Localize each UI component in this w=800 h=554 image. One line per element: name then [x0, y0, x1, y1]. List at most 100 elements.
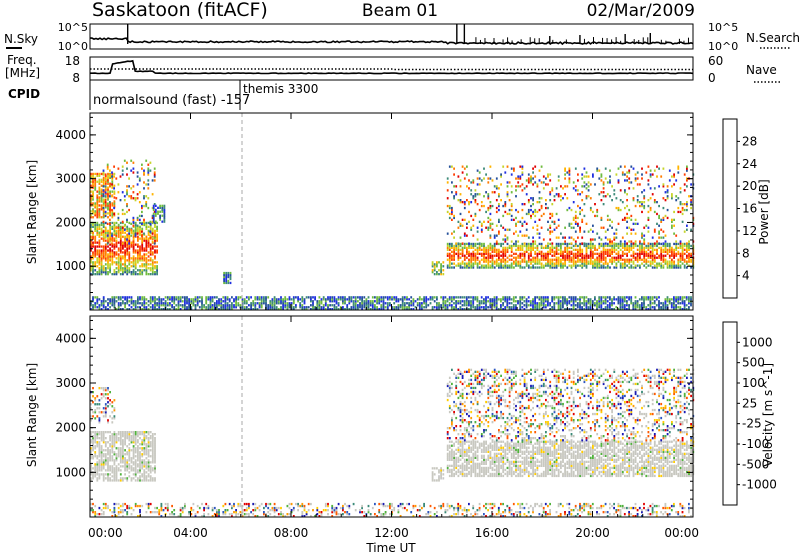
power-cell	[124, 259, 126, 262]
power-cell	[525, 302, 528, 305]
power-cell	[624, 244, 626, 248]
velocity-cell	[132, 447, 135, 450]
power-cell	[666, 197, 669, 200]
velocity-cell	[109, 465, 111, 468]
power-cell	[523, 234, 526, 237]
power-cell	[151, 306, 154, 309]
power-cell	[98, 182, 101, 185]
power-cell	[367, 308, 370, 311]
power-cell	[301, 296, 304, 299]
power-cell	[480, 228, 483, 231]
power-cell	[250, 302, 252, 305]
velocity-cell	[141, 453, 144, 456]
power-cell	[476, 226, 479, 229]
power-cell	[245, 300, 248, 303]
power-cell	[290, 308, 293, 311]
power-cell	[589, 244, 592, 248]
power-cell	[333, 300, 336, 303]
power-cell	[461, 248, 464, 251]
power-cell	[132, 218, 135, 221]
power-cell	[621, 296, 624, 299]
power-cell	[628, 248, 631, 251]
power-cell	[685, 304, 688, 307]
power-cell	[598, 262, 601, 265]
power-cell	[536, 185, 539, 188]
power-cell	[624, 240, 626, 243]
power-cell	[139, 269, 141, 272]
power-cell	[553, 266, 556, 269]
power-cell	[436, 306, 438, 309]
velocity-cell	[115, 471, 118, 474]
power-cell	[474, 260, 477, 263]
power-cell	[442, 273, 445, 276]
power-cell	[688, 306, 690, 309]
velocity-cell	[124, 431, 126, 434]
velocity-cell	[122, 441, 124, 444]
power-cell	[662, 264, 665, 267]
power-cell	[551, 187, 554, 190]
power-cell	[248, 308, 250, 311]
power-cell	[636, 201, 639, 204]
power-cell	[568, 300, 571, 303]
power-cell	[102, 210, 105, 213]
velocity-cell	[111, 469, 114, 472]
power-cell	[122, 271, 124, 274]
power-cell	[574, 266, 577, 269]
power-cell	[508, 308, 511, 311]
power-cell	[626, 232, 628, 235]
power-cell	[111, 214, 114, 217]
power-cell	[604, 230, 607, 233]
power-cell	[139, 255, 141, 258]
power-cell	[166, 302, 169, 305]
power-cell	[572, 300, 575, 303]
nsky-tick-high: 10^5	[58, 21, 88, 34]
power-cell	[113, 200, 116, 203]
power-cell	[534, 308, 536, 311]
power-cell	[641, 167, 643, 170]
power-cell	[109, 240, 111, 243]
power-cell	[109, 300, 111, 303]
power-cell	[436, 271, 438, 274]
power-cell	[628, 246, 631, 249]
power-cell	[487, 181, 490, 184]
power-cell	[574, 216, 577, 220]
power-cell	[448, 212, 451, 216]
power-cell	[600, 244, 603, 248]
velocity-cell	[137, 447, 139, 450]
power-cell	[483, 308, 485, 311]
power-cell	[547, 300, 549, 303]
velocity-cell	[128, 465, 131, 468]
power-cell	[630, 254, 633, 257]
power-cell	[348, 296, 351, 299]
power-cell	[310, 298, 312, 301]
power-cell	[617, 298, 620, 301]
power-cell	[660, 242, 663, 246]
power-cell	[493, 242, 496, 246]
power-cell	[504, 298, 507, 301]
power-cell	[286, 298, 289, 301]
power-cell	[410, 308, 413, 311]
power-cell	[613, 244, 616, 248]
power-cell	[485, 248, 487, 251]
power-cell	[592, 230, 594, 233]
power-cell	[96, 196, 99, 199]
power-cell	[153, 242, 156, 245]
power-cell	[525, 260, 528, 263]
power-cell	[152, 204, 155, 207]
power-cell	[623, 308, 626, 311]
power-cell	[587, 298, 590, 301]
power-cell	[489, 201, 492, 204]
power-cell	[412, 304, 415, 307]
power-cell	[530, 204, 532, 208]
power-cell	[382, 306, 385, 309]
power-cell	[455, 308, 457, 311]
velocity-cell	[137, 459, 139, 462]
velocity-cell	[98, 467, 101, 470]
power-cell	[286, 302, 289, 305]
power-cell	[104, 239, 107, 242]
power-cell	[513, 167, 515, 170]
power-cell	[579, 246, 581, 249]
power-cell	[564, 250, 566, 253]
power-cell	[220, 300, 223, 303]
power-cell	[448, 204, 451, 208]
